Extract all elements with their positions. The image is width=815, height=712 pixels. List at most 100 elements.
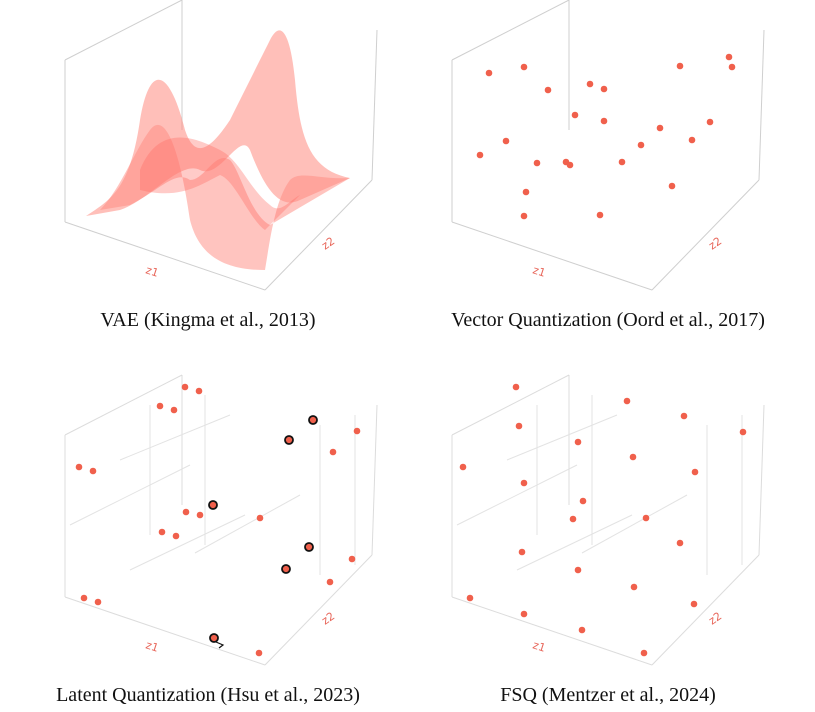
highlighted-point: [208, 500, 218, 510]
data-point: [637, 141, 645, 149]
data-point: [182, 508, 190, 516]
data-point: [600, 117, 608, 125]
data-point: [520, 212, 528, 220]
data-point: [574, 566, 582, 574]
data-point: [680, 412, 688, 420]
data-point: [520, 63, 528, 71]
axis-line: [371, 29, 378, 181]
grid-line: [516, 514, 633, 571]
data-point: [329, 448, 337, 456]
axis-line: [64, 596, 266, 666]
axis-line: [64, 0, 183, 61]
data-point: [522, 188, 530, 196]
data-point: [578, 626, 586, 634]
axis-line: [64, 221, 266, 291]
data-point: [75, 463, 83, 471]
data-point: [326, 578, 334, 586]
data-point: [502, 137, 510, 145]
data-point: [691, 468, 699, 476]
highlighted-point: [308, 415, 318, 425]
data-point: [600, 85, 608, 93]
data-point: [728, 63, 736, 71]
data-point: [690, 600, 698, 608]
data-point: [255, 649, 263, 657]
data-point: [623, 397, 631, 405]
data-point: [656, 124, 664, 132]
data-point: [688, 136, 696, 144]
data-point: [512, 383, 520, 391]
grid-line: [506, 414, 618, 461]
data-point: [156, 402, 164, 410]
data-point: [571, 111, 579, 119]
data-point: [466, 594, 474, 602]
data-point: [725, 53, 733, 61]
data-point: [348, 555, 356, 563]
data-point: [706, 118, 714, 126]
axis-line: [264, 554, 373, 666]
axis-line: [451, 221, 653, 291]
z1-axis-label: z1: [531, 638, 547, 654]
data-point: [618, 158, 626, 166]
z2-axis-label: z2: [319, 234, 337, 252]
axis-line: [758, 29, 765, 181]
z2-axis-label: z2: [706, 609, 724, 627]
data-point: [642, 514, 650, 522]
data-point: [676, 539, 684, 547]
data-point: [459, 463, 467, 471]
data-point: [256, 514, 264, 522]
axis-line: [651, 179, 760, 291]
data-point: [668, 182, 676, 190]
z2-axis-label: z2: [319, 609, 337, 627]
grid-line: [119, 414, 231, 461]
data-point: [574, 438, 582, 446]
data-point: [89, 467, 97, 475]
data-point: [515, 422, 523, 430]
highlighted-point: [284, 435, 294, 445]
data-point: [518, 548, 526, 556]
data-point: [485, 69, 493, 77]
axis-line: [451, 596, 653, 666]
data-point: [579, 497, 587, 505]
caption-vq: Vector Quantization (Oord et al., 2017): [451, 309, 765, 331]
data-point: [520, 479, 528, 487]
vae-surface: [86, 30, 350, 271]
data-point: [544, 86, 552, 94]
data-point: [195, 387, 203, 395]
data-point: [533, 159, 541, 167]
data-point: [520, 610, 528, 618]
highlighted-point: [281, 564, 291, 574]
z1-axis-label: z1: [531, 263, 547, 279]
data-point: [172, 532, 180, 540]
highlighted-point: [209, 633, 219, 643]
grid-line: [456, 464, 578, 526]
axis-line: [758, 404, 765, 556]
data-point: [739, 428, 747, 436]
grid-line: [69, 464, 191, 526]
caption-lq: Latent Quantization (Hsu et al., 2023): [56, 684, 360, 706]
z1-axis-label: z1: [144, 263, 160, 279]
axis-line: [371, 404, 378, 556]
data-point: [170, 406, 178, 414]
data-point: [353, 427, 361, 435]
data-point: [586, 80, 594, 88]
grid-line: [129, 514, 246, 571]
axis-line: [451, 0, 570, 61]
data-point: [640, 649, 648, 657]
data-point: [476, 151, 484, 159]
data-point: [566, 161, 574, 169]
data-point: [630, 583, 638, 591]
data-point: [596, 211, 604, 219]
data-point: [80, 594, 88, 602]
caption-fsq: FSQ (Mentzer et al., 2024): [500, 684, 716, 706]
highlighted-point: [304, 542, 314, 552]
axis-line: [451, 374, 570, 436]
data-point: [94, 598, 102, 606]
data-point: [676, 62, 684, 70]
data-point: [158, 528, 166, 536]
grid-line: [194, 494, 301, 554]
grid-line: [581, 494, 688, 554]
data-point: [196, 511, 204, 519]
data-point: [569, 515, 577, 523]
caption-vae: VAE (Kingma et al., 2013): [100, 309, 316, 331]
